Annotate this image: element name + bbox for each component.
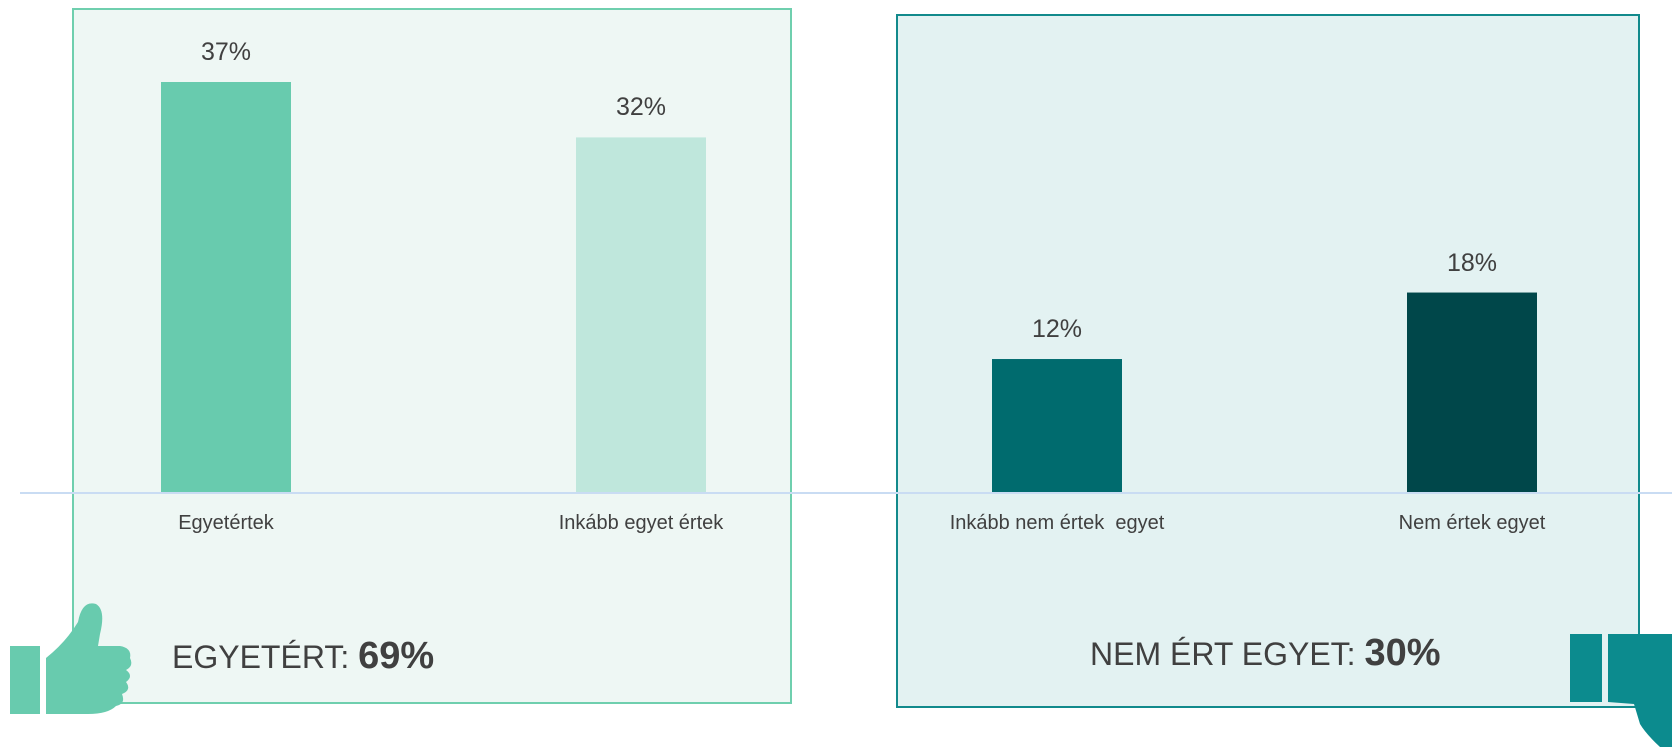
category-label: Nem értek egyet xyxy=(1398,512,1546,534)
disagree-summary: NEM ÉRT EGYET: 30% xyxy=(1090,632,1441,675)
chart-baseline xyxy=(20,492,1672,494)
data-label: 32% xyxy=(615,93,667,122)
data-label: 12% xyxy=(1031,315,1083,344)
disagree-summary-total: 30% xyxy=(1364,632,1441,674)
bar-1 xyxy=(161,82,291,492)
agree-summary-total: 69% xyxy=(358,635,435,677)
bar-2 xyxy=(576,137,706,493)
category-label: Inkább egyet értek xyxy=(558,512,724,534)
bar-4 xyxy=(1407,292,1537,492)
bar-3 xyxy=(992,359,1122,492)
agree-summary: EGYETÉRT: 69% xyxy=(172,635,434,678)
disagree-summary-label: NEM ÉRT EGYET: xyxy=(1090,636,1356,672)
thumbs-down-icon xyxy=(1570,634,1672,747)
thumbs-up-icon xyxy=(10,603,132,714)
category-label: Egyetértek xyxy=(178,512,274,534)
agree-summary-label: EGYETÉRT: xyxy=(172,639,350,675)
category-label: Inkább nem értek egyet xyxy=(949,512,1165,534)
data-label: 18% xyxy=(1446,248,1498,277)
data-label: 37% xyxy=(200,38,252,66)
